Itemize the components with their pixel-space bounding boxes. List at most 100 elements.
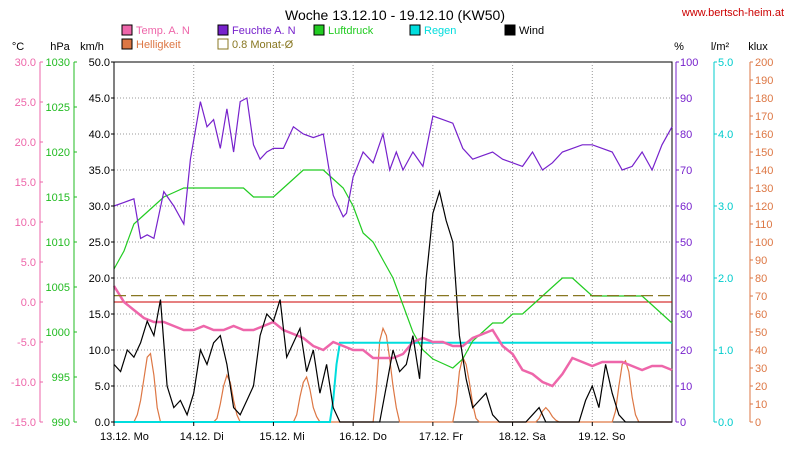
humidity-tick-label: 10 [680, 381, 692, 393]
series-line-temp-a-n [112, 285, 673, 388]
temp-tick-label: 25.0 [15, 97, 36, 109]
rain-tick-label: 0.0 [718, 417, 733, 429]
axis-temp: 30.0 25.0 20.0 15.0 10.0 5.0 0.0 -5.0 -10.0 -15.0 [11, 57, 43, 429]
humidity-tick-label: 0 [680, 417, 686, 429]
temp-tick-label: 0.0 [21, 297, 36, 309]
series-line-luftdruck [113, 169, 673, 369]
wind-tick-label: 20.0 [89, 273, 110, 285]
wind-tick-label: 50.0 [89, 57, 110, 69]
x-tick-label: 15.12. Mi [259, 431, 304, 443]
temp-tick-label: -15.0 [11, 417, 36, 429]
rain-tick-label: 2.0 [718, 273, 733, 285]
rain-tick-label: 3.0 [718, 201, 733, 213]
legend-swatch [217, 24, 229, 36]
legend-swatch [409, 24, 421, 36]
plot-grid [113, 61, 673, 423]
light-tick-label: 140 [755, 165, 773, 177]
light-tick-label: 110 [755, 219, 773, 231]
light-tick-label: 150 [755, 147, 773, 159]
x-tick-label: 18.12. Sa [499, 431, 547, 443]
humidity-tick-label: 60 [680, 201, 692, 213]
legend-swatch [313, 24, 325, 36]
website-link[interactable]: www.bertsch-heim.at [681, 7, 784, 19]
light-tick-label: 190 [755, 75, 773, 87]
series-line-regen [114, 341, 672, 423]
pressure-tick-label: 1025 [46, 102, 70, 114]
temp-tick-label: 30.0 [15, 57, 36, 69]
axis-units: °C hPa km/h % l/m² klux [12, 41, 768, 53]
wind-tick-label: 0.0 [95, 417, 110, 429]
temp-tick-label: 10.0 [15, 217, 36, 229]
pressure-tick-label: 1000 [46, 327, 70, 339]
temp-unit-label: °C [12, 41, 24, 53]
light-tick-label: 40 [755, 345, 767, 357]
light-tick-label: 90 [755, 255, 767, 267]
wind-tick-label: 30.0 [89, 201, 110, 213]
humidity-tick-label: 100 [680, 57, 698, 69]
pressure-tick-label: 1005 [46, 282, 70, 294]
axis-x: 13.12. Mo 14.12. Di 15.12. Mi 16.12. Do 17.1… [100, 422, 625, 443]
axis-wind: 50.0 45.0 40.0 35.0 30.0 25.0 20.0 15.0 10.0 5.0 0… [89, 57, 115, 429]
legend-swatch [121, 24, 133, 36]
light-tick-label: 80 [755, 273, 767, 285]
temp-tick-label: 5.0 [21, 257, 36, 269]
series-line-helligkeit [114, 326, 672, 423]
x-tick-label: 16.12. Do [339, 431, 387, 443]
wind-tick-label: 45.0 [89, 93, 110, 105]
light-unit-label: klux [748, 41, 768, 53]
axis-rain: 5.0 4.0 3.0 2.0 1.0 0.0 [713, 57, 733, 429]
chart-title: Woche 13.12.10 - 19.12.10 (KW50) [285, 7, 505, 23]
legend-swatch [504, 24, 516, 36]
light-tick-label: 170 [755, 111, 773, 123]
pressure-unit-label: hPa [50, 41, 70, 53]
wind-tick-label: 10.0 [89, 345, 110, 357]
legend-label: Wind [519, 25, 544, 37]
legend-label: Helligkeit [136, 39, 181, 51]
axis-pressure: 1030 1025 1020 1015 1010 1005 1000 995 990 [46, 57, 77, 429]
light-tick-label: 180 [755, 93, 773, 105]
humidity-tick-label: 40 [680, 273, 692, 285]
x-tick-label: 13.12. Mo [100, 431, 149, 443]
legend-label: Temp. A. N [136, 25, 190, 37]
legend-swatch [121, 38, 133, 50]
pressure-tick-label: 995 [52, 372, 70, 384]
light-tick-label: 30 [755, 363, 767, 375]
wind-tick-label: 40.0 [89, 129, 110, 141]
legend-label: Feuchte A. N [232, 25, 296, 37]
legend-label: Regen [424, 25, 456, 37]
axis-light: 2001901801701601501401301201101009080706… [749, 57, 773, 429]
rain-tick-label: 4.0 [718, 129, 733, 141]
legend-label: 0.8 Monat-Ø [232, 39, 294, 51]
wind-tick-label: 25.0 [89, 237, 110, 249]
x-tick-label: 19.12. So [578, 431, 625, 443]
wind-tick-label: 15.0 [89, 309, 110, 321]
light-tick-label: 200 [755, 57, 773, 69]
humidity-tick-label: 90 [680, 93, 692, 105]
humidity-tick-label: 20 [680, 345, 692, 357]
pressure-tick-label: 1010 [46, 237, 70, 249]
humidity-unit-label: % [674, 41, 684, 53]
humidity-tick-label: 30 [680, 309, 692, 321]
light-tick-label: 70 [755, 291, 767, 303]
temp-tick-label: 15.0 [15, 177, 36, 189]
light-tick-label: 0 [755, 417, 761, 429]
wind-tick-label: 35.0 [89, 165, 110, 177]
humidity-tick-label: 80 [680, 129, 692, 141]
temp-tick-label: -10.0 [11, 377, 36, 389]
light-tick-label: 10 [755, 399, 767, 411]
x-tick-label: 14.12. Di [180, 431, 224, 443]
humidity-tick-label: 50 [680, 237, 692, 249]
light-tick-label: 130 [755, 183, 773, 195]
x-tick-label: 17.12. Fr [419, 431, 463, 443]
pressure-tick-label: 990 [52, 417, 70, 429]
wind-tick-label: 5.0 [95, 381, 110, 393]
temp-tick-label: -5.0 [17, 337, 36, 349]
light-tick-label: 100 [755, 237, 773, 249]
legend-swatch [217, 38, 229, 50]
wind-unit-label: km/h [80, 41, 104, 53]
legend-label: Luftdruck [328, 25, 374, 37]
series-line-feuchte-a-n [113, 97, 673, 240]
legend: Temp. A. N Feuchte A. N Luftdruck Regen Wind… [121, 24, 544, 51]
pressure-tick-label: 1020 [46, 147, 70, 159]
